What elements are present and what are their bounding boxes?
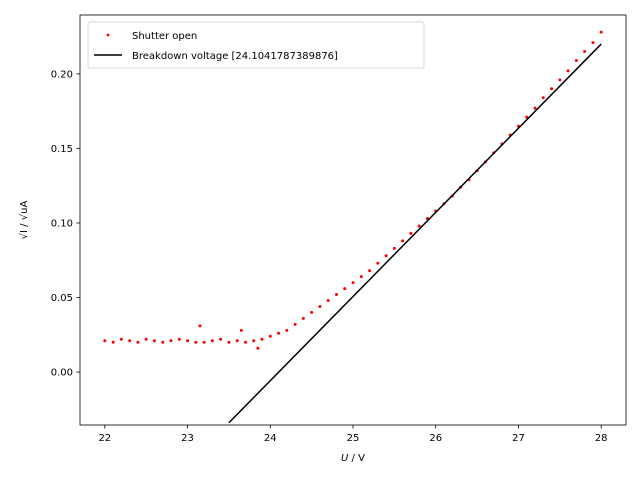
y-tick-label: 0.10 bbox=[51, 218, 73, 229]
legend-box bbox=[87, 21, 425, 69]
data-point bbox=[334, 293, 338, 297]
data-point bbox=[103, 339, 107, 343]
x-tick-label: 28 bbox=[595, 433, 608, 444]
x-tick-label: 22 bbox=[98, 433, 111, 444]
data-point bbox=[169, 339, 173, 343]
y-tick-label: 0.00 bbox=[51, 368, 73, 379]
data-point bbox=[401, 239, 405, 243]
data-point bbox=[558, 78, 562, 82]
data-point bbox=[243, 340, 247, 344]
data-point bbox=[310, 310, 314, 314]
data-point bbox=[198, 324, 202, 328]
x-tick-label: 23 bbox=[181, 433, 194, 444]
data-point bbox=[293, 322, 297, 326]
x-tick-label: 24 bbox=[264, 433, 277, 444]
data-point bbox=[533, 106, 537, 110]
data-point bbox=[301, 316, 305, 320]
data-point bbox=[219, 337, 223, 341]
x-axis-label: U / V bbox=[341, 453, 365, 464]
data-point bbox=[268, 334, 272, 338]
data-point bbox=[194, 340, 198, 344]
data-point bbox=[359, 275, 363, 279]
data-point bbox=[136, 340, 140, 344]
data-point bbox=[417, 224, 421, 228]
data-point bbox=[239, 328, 243, 332]
data-point bbox=[591, 41, 595, 45]
data-point bbox=[599, 30, 603, 34]
x-axis-label-unit: / V bbox=[348, 453, 365, 464]
data-point bbox=[574, 58, 578, 62]
data-point bbox=[128, 339, 132, 343]
data-point bbox=[202, 340, 206, 344]
data-point bbox=[384, 254, 388, 258]
data-point bbox=[161, 340, 165, 344]
legend-label-shutter-open: Shutter open bbox=[132, 31, 197, 42]
data-point bbox=[343, 287, 347, 291]
data-point bbox=[210, 339, 214, 343]
data-point bbox=[227, 340, 231, 344]
legend-marker-shutter-open bbox=[106, 33, 110, 37]
data-point bbox=[111, 340, 115, 344]
x-tick-label: 26 bbox=[429, 433, 442, 444]
legend: Shutter open Breakdown voltage [24.10417… bbox=[87, 21, 425, 69]
data-point bbox=[318, 304, 322, 308]
y-tick-label: 0.15 bbox=[51, 144, 73, 155]
data-point bbox=[351, 281, 355, 285]
data-point bbox=[368, 269, 372, 273]
y-tick-label: 0.20 bbox=[51, 69, 73, 80]
data-point bbox=[566, 69, 570, 73]
y-axis: 0.00 0.05 0.10 0.15 0.20 bbox=[51, 69, 80, 379]
plot-area bbox=[103, 30, 603, 424]
data-point bbox=[256, 346, 260, 350]
legend-label-breakdown-voltage: Breakdown voltage [24.1041787389876] bbox=[132, 51, 338, 62]
y-tick-label: 0.05 bbox=[51, 293, 73, 304]
breakdown-voltage-line bbox=[228, 43, 602, 424]
data-point bbox=[409, 231, 413, 235]
data-point bbox=[177, 337, 181, 341]
data-point bbox=[144, 337, 148, 341]
x-tick-label: 25 bbox=[347, 433, 360, 444]
data-point bbox=[260, 337, 264, 341]
data-point bbox=[285, 328, 289, 332]
x-axis: 22 23 24 25 26 27 28 bbox=[98, 425, 608, 444]
data-point bbox=[152, 339, 156, 343]
y-axis-label: √I / √uA bbox=[19, 201, 30, 240]
x-tick-label: 27 bbox=[512, 433, 525, 444]
data-point bbox=[119, 337, 123, 341]
data-point bbox=[376, 261, 380, 265]
data-point bbox=[583, 50, 587, 54]
data-point bbox=[277, 331, 281, 335]
data-point bbox=[525, 115, 529, 119]
data-point bbox=[392, 246, 396, 250]
data-point bbox=[326, 299, 330, 303]
data-point bbox=[550, 87, 554, 91]
data-point bbox=[252, 339, 256, 343]
data-point bbox=[541, 96, 545, 100]
data-point bbox=[186, 339, 190, 343]
data-point bbox=[235, 339, 239, 343]
x-axis-label-var: U bbox=[341, 453, 349, 464]
